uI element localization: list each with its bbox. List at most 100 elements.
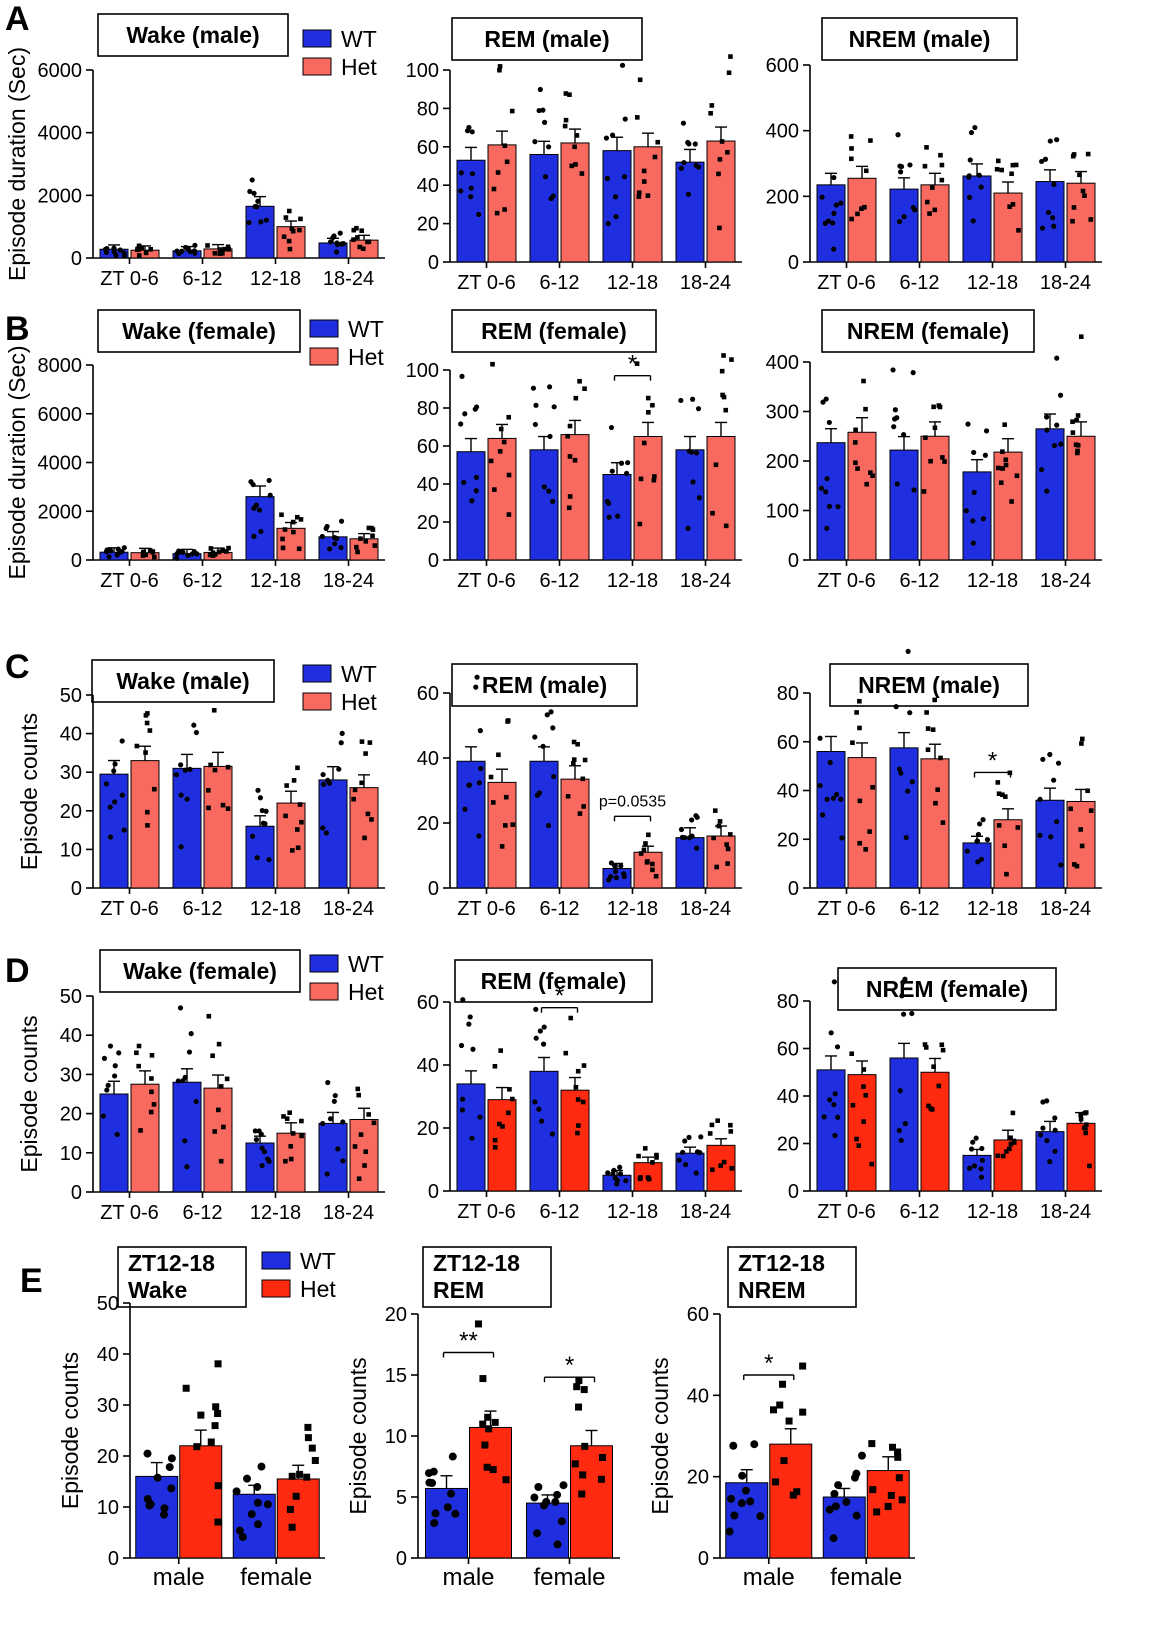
data-point	[101, 1055, 108, 1062]
y-tick-label: 80	[777, 991, 799, 1013]
data-point	[1085, 788, 1090, 794]
data-point	[1083, 1130, 1089, 1136]
data-point	[710, 1167, 715, 1173]
data-point	[685, 139, 691, 146]
data-point	[357, 244, 363, 250]
data-point	[532, 1099, 538, 1105]
data-point	[932, 697, 938, 703]
panel-title: NREM (male)	[858, 672, 1000, 698]
data-point	[728, 1122, 733, 1128]
data-point	[935, 787, 941, 793]
data-point	[184, 796, 190, 802]
data-point	[690, 479, 696, 485]
data-point	[533, 402, 539, 408]
data-point	[532, 421, 538, 428]
data-point	[726, 70, 732, 76]
y-tick-label: 200	[766, 186, 799, 208]
data-point	[262, 821, 268, 827]
data-point	[923, 1045, 929, 1050]
data-point	[1071, 152, 1077, 157]
data-point	[685, 525, 691, 531]
bar-het	[633, 851, 663, 889]
y-tick-label: 0	[428, 1181, 439, 1203]
data-point	[727, 832, 733, 837]
data-point	[932, 425, 938, 431]
y-tick-label: 40	[60, 1025, 82, 1047]
data-point	[337, 230, 343, 236]
row-labels: A B C D E	[5, 0, 43, 1300]
data-point	[1039, 158, 1045, 165]
data-point	[182, 1138, 188, 1144]
data-point	[212, 1403, 220, 1411]
legend-swatch-het	[309, 982, 339, 1001]
data-point	[567, 494, 573, 499]
panel-title: NREM (female)	[847, 318, 1009, 344]
y-axis-label: Episode counts	[345, 1357, 371, 1514]
y-tick-label: 20	[417, 1118, 439, 1140]
data-point	[354, 225, 359, 231]
y-tick-label: 40	[97, 1344, 119, 1366]
data-point	[971, 1163, 978, 1169]
x-tick-label: 18-24	[680, 570, 731, 592]
data-point	[568, 1015, 574, 1021]
data-point	[1077, 172, 1082, 178]
x-tick-label: 12-18	[967, 570, 1018, 592]
data-point	[323, 525, 329, 532]
data-point	[295, 845, 301, 851]
data-point	[211, 707, 217, 713]
data-point	[112, 1063, 118, 1069]
data-point	[1082, 193, 1087, 198]
x-tick-label: 6-12	[182, 268, 222, 290]
title-box	[451, 17, 643, 61]
data-point	[339, 730, 345, 736]
data-point	[477, 1114, 483, 1120]
x-tick-label: 12-18	[607, 898, 658, 920]
bar-het	[560, 778, 590, 889]
data-point	[1008, 1141, 1014, 1147]
data-point	[283, 1158, 288, 1164]
data-point	[113, 252, 119, 258]
data-point	[498, 426, 504, 432]
data-point	[147, 728, 153, 733]
data-point	[864, 481, 870, 487]
data-point	[335, 1146, 341, 1152]
data-point	[1079, 741, 1084, 746]
data-point	[104, 245, 110, 252]
data-point	[1087, 1163, 1092, 1169]
data-point	[257, 795, 263, 801]
y-tick-label: 60	[777, 1039, 799, 1061]
data-point	[114, 1131, 120, 1138]
x-tick-label: female	[830, 1564, 902, 1591]
data-point	[603, 135, 610, 141]
data-point	[212, 251, 218, 256]
data-point	[932, 207, 938, 213]
data-point	[533, 1529, 542, 1538]
data-point	[625, 460, 631, 466]
data-point	[226, 247, 232, 252]
data-point	[612, 863, 618, 869]
data-point	[363, 1149, 369, 1154]
data-point	[553, 1490, 562, 1499]
data-point	[614, 1181, 620, 1187]
data-point	[980, 817, 986, 823]
data-point	[253, 1498, 262, 1507]
data-point	[850, 740, 855, 746]
y-tick-label: 0	[428, 252, 439, 274]
x-tick-label: female	[533, 1564, 605, 1591]
data-point	[1037, 832, 1043, 838]
data-point	[839, 835, 845, 841]
data-point	[896, 766, 903, 772]
data-point	[178, 549, 184, 555]
data-point	[178, 762, 184, 768]
data-point	[1088, 217, 1094, 222]
data-point	[1010, 201, 1016, 207]
data-point	[476, 780, 483, 786]
data-point	[503, 794, 509, 800]
data-point	[1000, 792, 1005, 798]
data-point	[983, 428, 990, 434]
data-point	[540, 1041, 547, 1047]
data-point	[822, 220, 828, 226]
data-point	[852, 1469, 861, 1478]
